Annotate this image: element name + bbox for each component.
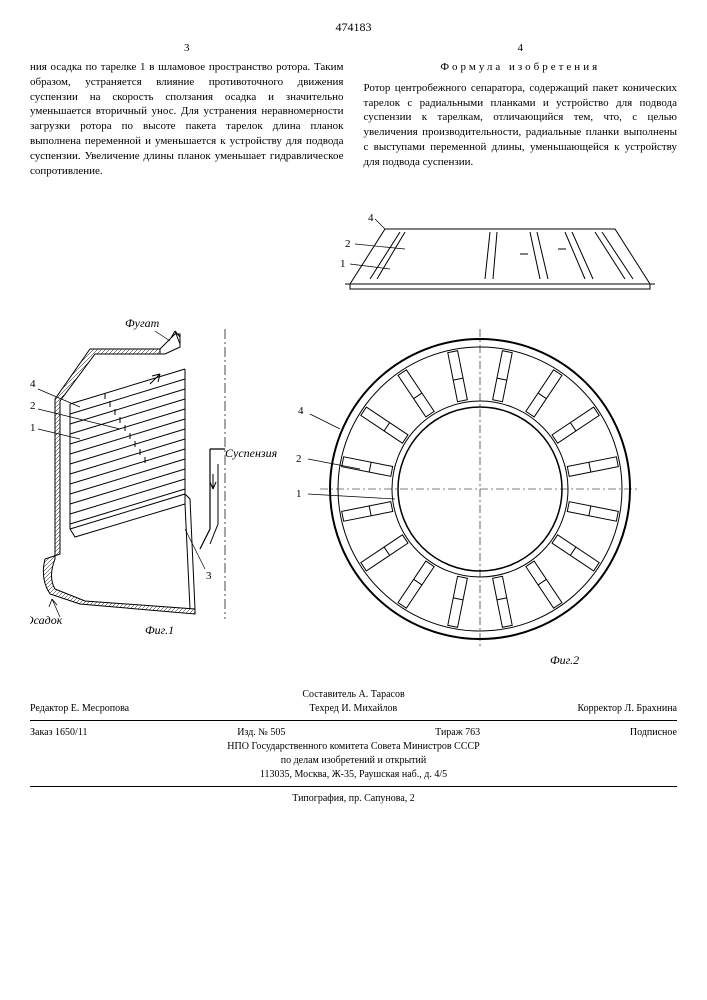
fig2-caption: Фиг.2 bbox=[550, 653, 579, 667]
fig1-num-3: 3 bbox=[206, 570, 212, 582]
footer-print-row: Заказ 1650/11 Изд. № 505 Тираж 763 Подпи… bbox=[30, 727, 677, 738]
fig2-top-view: 4 2 1 bbox=[340, 212, 655, 289]
text-columns: 3 ния осадка по тарелке 1 в шламовое про… bbox=[30, 41, 677, 179]
footer-address: 113035, Москва, Ж-35, Раушская наб., д. … bbox=[30, 769, 677, 780]
figures-svg: 4 2 1 bbox=[30, 209, 677, 669]
footer-podpisnoe: Подписное bbox=[630, 727, 677, 738]
footer-techred: Техред И. Михайлов bbox=[309, 703, 397, 714]
left-col-number: 3 bbox=[30, 41, 344, 56]
footer-order: Заказ 1650/11 bbox=[30, 727, 87, 738]
fig2-top-label-2: 2 bbox=[345, 238, 351, 250]
fig1-osadok-label: Осадок bbox=[30, 613, 63, 627]
footer-org1: НПО Государственного комитета Совета Мин… bbox=[30, 741, 677, 752]
footer-org2: по делам изобретений и открытий bbox=[30, 755, 677, 766]
claim-title: Формула изобретения bbox=[364, 60, 678, 75]
left-text-body: ния осадка по тарелке 1 в шламовое прост… bbox=[30, 60, 344, 179]
fig1-fugat-label: Фугат bbox=[125, 316, 160, 330]
page: 474183 3 ния осадка по тарелке 1 в шламо… bbox=[0, 0, 707, 817]
fig2-plan-view: 4 2 1 Фиг.2 bbox=[296, 329, 640, 667]
fig2-num-2: 2 bbox=[296, 453, 302, 465]
document-number: 474183 bbox=[30, 20, 677, 35]
right-col-number: 4 bbox=[364, 41, 678, 56]
divider-icon bbox=[30, 720, 677, 721]
footer: Составитель А. Тарасов Редактор Е. Месро… bbox=[30, 689, 677, 804]
left-column: 3 ния осадка по тарелке 1 в шламовое про… bbox=[30, 41, 344, 179]
fig2-num-4: 4 bbox=[298, 405, 304, 417]
footer-compiler: Составитель А. Тарасов bbox=[30, 689, 677, 700]
figures-area: 4 2 1 bbox=[30, 209, 677, 669]
fig2-top-label-1: 1 bbox=[340, 258, 346, 270]
fig2-num-1: 1 bbox=[296, 488, 302, 500]
fig2-top-label-4: 4 bbox=[368, 212, 374, 224]
right-column: 4 Формула изобретения Ротор центробежног… bbox=[364, 41, 678, 179]
fig1-num-4: 4 bbox=[30, 378, 36, 390]
footer-izd: Изд. № 505 bbox=[237, 727, 285, 738]
fig1-section: Фугат Суспензия Осадок 4 1 2 3 Фиг.1 bbox=[30, 316, 278, 637]
footer-corrector: Корректор Л. Брахнина bbox=[577, 703, 677, 714]
footer-editor: Редактор Е. Месропова bbox=[30, 703, 129, 714]
footer-credits-row: Редактор Е. Месропова Техред И. Михайлов… bbox=[30, 703, 677, 714]
fig1-num-1: 1 bbox=[30, 422, 36, 434]
right-text-body: Ротор центробежного сепаратора, содержащ… bbox=[364, 81, 678, 170]
divider-icon bbox=[30, 786, 677, 787]
footer-typography: Типография, пр. Сапунова, 2 bbox=[30, 793, 677, 804]
footer-tirazh: Тираж 763 bbox=[435, 727, 480, 738]
fig1-caption: Фиг.1 bbox=[145, 623, 174, 637]
fig1-num-2: 2 bbox=[30, 400, 36, 412]
fig1-suspension-label: Суспензия bbox=[225, 446, 278, 460]
